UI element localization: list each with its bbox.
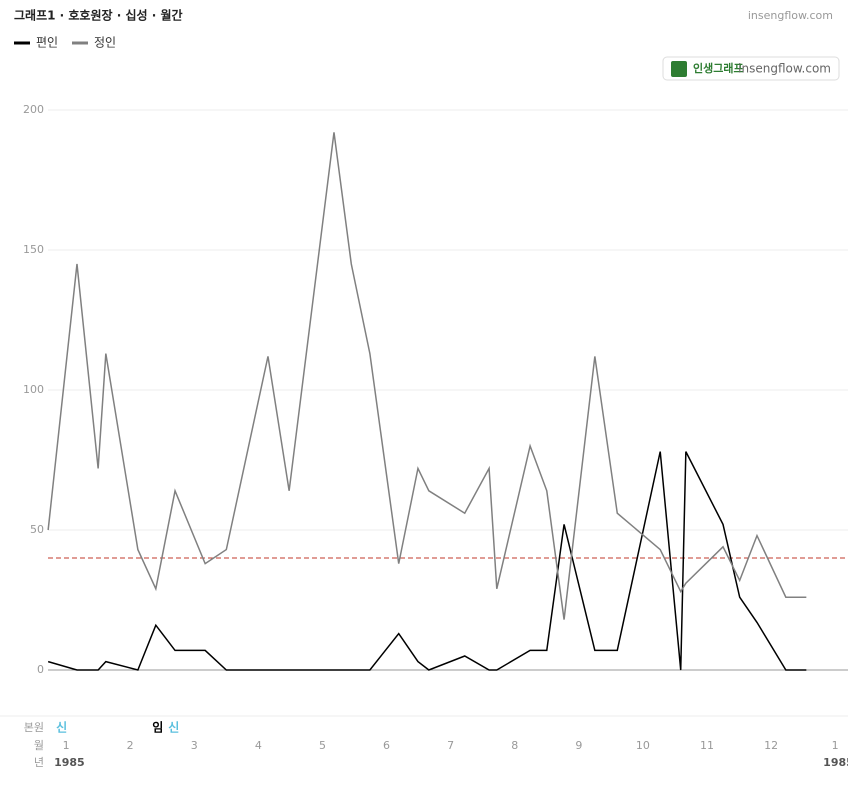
site-link[interactable]: insengflow.com xyxy=(748,9,833,22)
x-tick-label: 3 xyxy=(191,739,198,752)
badge-name: 인생그래프 xyxy=(693,61,744,75)
year-label: 1985 xyxy=(54,756,85,769)
y-tick-label: 50 xyxy=(30,523,44,536)
row-label: 본원 xyxy=(24,721,44,734)
x-tick-label: 2 xyxy=(127,739,134,752)
x-tick-label: 10 xyxy=(636,739,650,752)
y-tick-label: 150 xyxy=(23,243,44,256)
row-label: 년 xyxy=(34,756,44,769)
legend-label: 정인 xyxy=(94,36,116,50)
y-tick-label: 100 xyxy=(23,383,44,396)
badge-site: insengflow.com xyxy=(738,62,831,76)
legend-label: 편인 xyxy=(36,36,58,50)
x-tick-label: 12 xyxy=(764,739,778,752)
bonwon-char: 임 xyxy=(152,721,163,735)
bonwon-char: 신 xyxy=(56,720,67,735)
x-tick-label: 1 xyxy=(832,739,839,752)
chart-title: 그래프1 · 호호원장 · 십성 · 월간 xyxy=(14,8,183,23)
y-tick-label: 0 xyxy=(37,663,44,676)
x-tick-label: 4 xyxy=(255,739,262,752)
y-tick-label: 200 xyxy=(23,103,44,116)
bonwon-char: 신 xyxy=(168,720,179,735)
row-label: 월 xyxy=(34,739,44,752)
x-tick-label: 5 xyxy=(319,739,326,752)
series-line xyxy=(47,132,807,620)
x-tick-label: 9 xyxy=(575,739,582,752)
x-tick-label: 11 xyxy=(700,739,714,752)
x-tick-label: 1 xyxy=(63,739,70,752)
x-tick-label: 7 xyxy=(447,739,454,752)
badge[interactable] xyxy=(662,56,840,81)
series-line xyxy=(47,451,807,671)
x-tick-label: 6 xyxy=(383,739,390,752)
badge-icon xyxy=(671,61,687,77)
x-tick-label: 8 xyxy=(511,739,518,752)
year-label: 1985 xyxy=(823,756,848,769)
